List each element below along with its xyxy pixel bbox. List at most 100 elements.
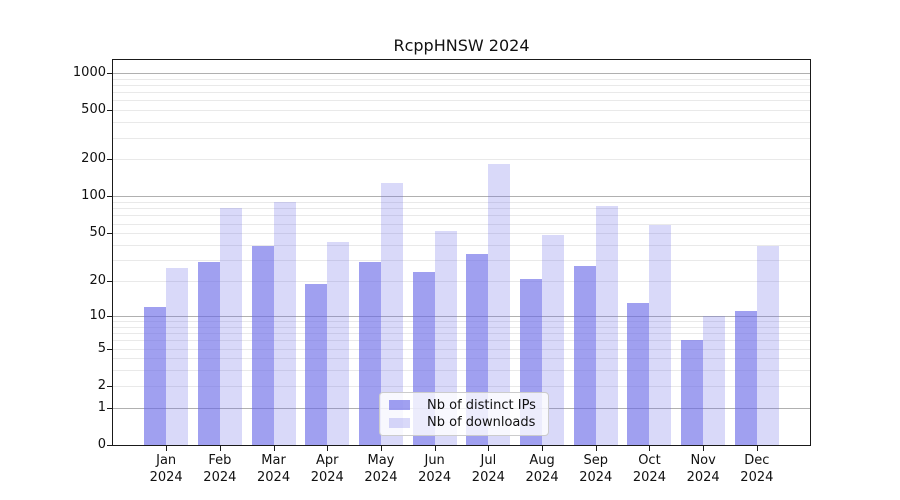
legend-item-distinct-ips: Nb of distinct IPs bbox=[389, 398, 539, 413]
legend-label-downloads: Nb of downloads bbox=[427, 415, 536, 431]
gridline-minor bbox=[113, 233, 810, 235]
y-tick-label: 20 bbox=[89, 273, 106, 289]
bar-distinct-ips-oct bbox=[627, 302, 650, 445]
y-tick-label: 100 bbox=[81, 188, 106, 204]
x-tick-mark bbox=[273, 445, 275, 451]
y-tick-label: 1000 bbox=[72, 64, 106, 80]
gridline-minor bbox=[113, 208, 810, 210]
gridline-minor bbox=[113, 202, 810, 204]
gridline-minor bbox=[113, 358, 810, 360]
chart-title: RcppHNSW 2024 bbox=[393, 36, 530, 55]
gridline-minor bbox=[113, 245, 810, 247]
gridline-minor bbox=[113, 321, 810, 322]
gridline-major bbox=[113, 72, 810, 74]
bar-distinct-ips-nov bbox=[681, 340, 704, 445]
y-tick-mark bbox=[107, 348, 113, 350]
bar-downloads-jun bbox=[434, 231, 457, 445]
gridline-minor bbox=[113, 84, 810, 86]
y-tick-mark bbox=[107, 110, 113, 112]
x-tick-mark bbox=[595, 445, 597, 451]
x-tick-label: Oct 2024 bbox=[632, 453, 666, 485]
y-tick-label: 2 bbox=[97, 377, 106, 393]
gridline-minor bbox=[113, 159, 810, 161]
y-tick-label: 5 bbox=[97, 340, 106, 356]
plot-area: 0 1 2 5 10 20 50 100 200 500 1000 Jan 2024 Feb 2024 M… bbox=[73, 59, 811, 485]
gridline-minor bbox=[113, 326, 810, 328]
bar-downloads-nov bbox=[703, 315, 726, 445]
bar-downloads-apr bbox=[327, 242, 350, 445]
legend-item-downloads: Nb of downloads bbox=[389, 415, 539, 430]
legend-swatch-downloads bbox=[389, 417, 410, 428]
x-tick-mark bbox=[649, 445, 651, 451]
y-tick-label: 200 bbox=[81, 151, 106, 167]
x-tick-label: Feb 2024 bbox=[203, 453, 237, 485]
gridline-minor bbox=[113, 110, 810, 112]
y-tick-mark bbox=[107, 233, 113, 235]
legend-swatch-distinct-ips bbox=[389, 400, 410, 411]
x-tick-label: May 2024 bbox=[364, 453, 398, 485]
bar-distinct-ips-apr bbox=[305, 283, 328, 445]
gridline-minor bbox=[113, 137, 810, 139]
y-tick-mark bbox=[107, 196, 113, 198]
y-tick-mark bbox=[107, 385, 113, 387]
bar-downloads-mar bbox=[273, 201, 296, 445]
legend-label-distinct-ips: Nb of distinct IPs bbox=[427, 397, 536, 413]
bar-downloads-oct bbox=[649, 225, 672, 445]
y-tick-label: 50 bbox=[89, 225, 106, 241]
y-tick-mark bbox=[107, 72, 113, 74]
bar-distinct-ips-dec bbox=[734, 311, 757, 445]
x-tick-label: Dec 2024 bbox=[740, 453, 774, 485]
x-tick-mark bbox=[166, 445, 168, 451]
x-tick-label: Jan 2024 bbox=[149, 453, 183, 485]
y-tick-mark bbox=[107, 159, 113, 161]
gridline-minor bbox=[113, 370, 810, 372]
gridline-minor bbox=[113, 215, 810, 217]
bar-downloads-dec bbox=[756, 246, 779, 445]
y-tick-mark bbox=[107, 281, 113, 283]
y-tick-label: 10 bbox=[89, 307, 106, 323]
gridline-minor bbox=[113, 333, 810, 335]
bar-downloads-jul bbox=[488, 163, 511, 445]
y-tick-mark bbox=[107, 407, 113, 409]
gridline-minor bbox=[113, 340, 810, 342]
gridline-major bbox=[113, 315, 810, 317]
bar-distinct-ips-mar bbox=[251, 246, 274, 445]
bar-distinct-ips-jan bbox=[144, 306, 167, 445]
gridline-minor bbox=[113, 122, 810, 124]
x-tick-label: Jun 2024 bbox=[418, 453, 452, 485]
x-tick-mark bbox=[327, 445, 329, 451]
x-tick-mark bbox=[219, 445, 221, 451]
bar-downloads-jan bbox=[166, 267, 189, 445]
y-tick-label: 0 bbox=[97, 437, 106, 452]
x-tick-mark bbox=[434, 445, 436, 451]
x-tick-label: Nov 2024 bbox=[686, 453, 720, 485]
x-tick-label: Apr 2024 bbox=[310, 453, 344, 485]
x-tick-label: Mar 2024 bbox=[257, 453, 291, 485]
x-tick-label: Sep 2024 bbox=[579, 453, 613, 485]
gridline-major bbox=[113, 196, 810, 198]
gridline-minor bbox=[113, 100, 810, 102]
gridline-minor bbox=[113, 92, 810, 94]
x-tick-mark bbox=[756, 445, 758, 451]
gridline-minor bbox=[113, 385, 810, 387]
x-tick-label: Jul 2024 bbox=[471, 453, 505, 485]
y-tick-label: 1 bbox=[97, 399, 106, 415]
gridline-minor bbox=[113, 260, 810, 262]
bar-downloads-may bbox=[380, 182, 403, 445]
y-tick-mark bbox=[107, 315, 113, 317]
bar-distinct-ips-sep bbox=[573, 265, 596, 445]
x-tick-mark bbox=[542, 445, 544, 451]
gridline-minor bbox=[113, 281, 810, 283]
legend: Nb of distinct IPs Nb of downloads bbox=[379, 392, 549, 436]
gridline-minor bbox=[113, 78, 810, 80]
y-tick-mark bbox=[107, 445, 113, 446]
bar-distinct-ips-may bbox=[358, 261, 381, 445]
x-tick-label: Aug 2024 bbox=[525, 453, 559, 485]
x-tick-mark bbox=[488, 445, 490, 451]
x-tick-mark bbox=[380, 445, 382, 451]
y-tick-label: 500 bbox=[81, 102, 106, 118]
bar-downloads-feb bbox=[219, 207, 242, 445]
gridline-minor bbox=[113, 348, 810, 350]
bar-downloads-sep bbox=[595, 205, 618, 445]
